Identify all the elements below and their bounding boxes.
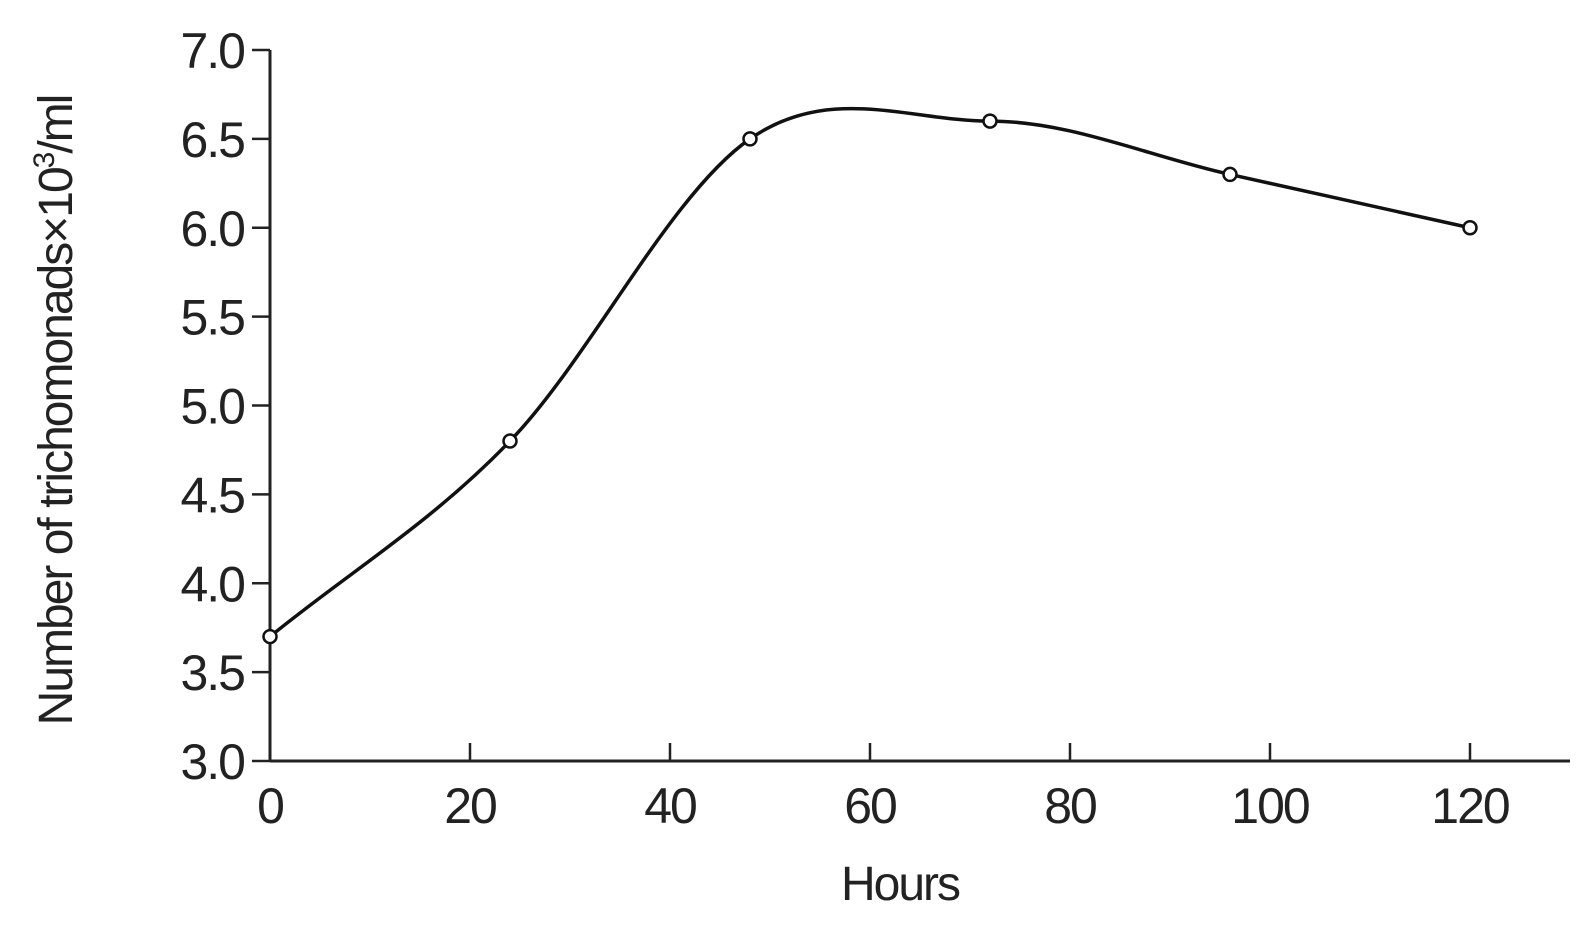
x-tick-label: 40 xyxy=(644,778,696,834)
series-line xyxy=(268,106,1472,639)
y-tick-label: 6.0 xyxy=(180,201,244,257)
x-tick-label: 80 xyxy=(1044,778,1096,834)
y-axis-title-superscript: 3 xyxy=(28,152,61,168)
y-tick-label: 4.5 xyxy=(180,467,244,523)
y-tick-label: 7.0 xyxy=(180,23,244,79)
labels-layer: Hours Number of trichomonads×103/ml xyxy=(28,96,962,911)
data-point xyxy=(982,113,998,129)
data-point xyxy=(262,628,278,645)
x-tick-label: 100 xyxy=(1231,778,1309,834)
x-tick-label: 20 xyxy=(444,778,496,834)
y-axis-title: Number of trichomonads×103/ml xyxy=(28,96,83,726)
y-axis-title-unit: /ml xyxy=(30,96,83,154)
y-tick-label: 5.0 xyxy=(180,379,244,435)
data-point xyxy=(502,433,518,449)
x-tick-label: 120 xyxy=(1431,778,1509,834)
y-tick-label: 3.0 xyxy=(180,734,244,790)
x-tick-label: 60 xyxy=(844,778,896,834)
x-axis-title: Hours xyxy=(841,858,960,911)
data-point xyxy=(1222,166,1238,183)
y-tick-label: 6.5 xyxy=(180,112,244,168)
x-tick-label: 0 xyxy=(257,778,283,834)
data-point xyxy=(1462,220,1478,236)
y-tick-label: 5.5 xyxy=(180,290,244,346)
y-tick-label: 3.5 xyxy=(180,645,244,701)
series-layer xyxy=(262,106,1478,645)
axes-layer xyxy=(268,50,1570,763)
y-tick-label: 4.0 xyxy=(180,556,244,612)
data-point xyxy=(742,131,758,147)
y-axis-title-main: Number of trichomonads×10 xyxy=(30,168,83,725)
ticks-layer: 3.0 3.5 4.0 4.5 5.0 5.5 6.0 6.5 7.0 0 20 40 60 80 100 1… xyxy=(180,23,1510,834)
